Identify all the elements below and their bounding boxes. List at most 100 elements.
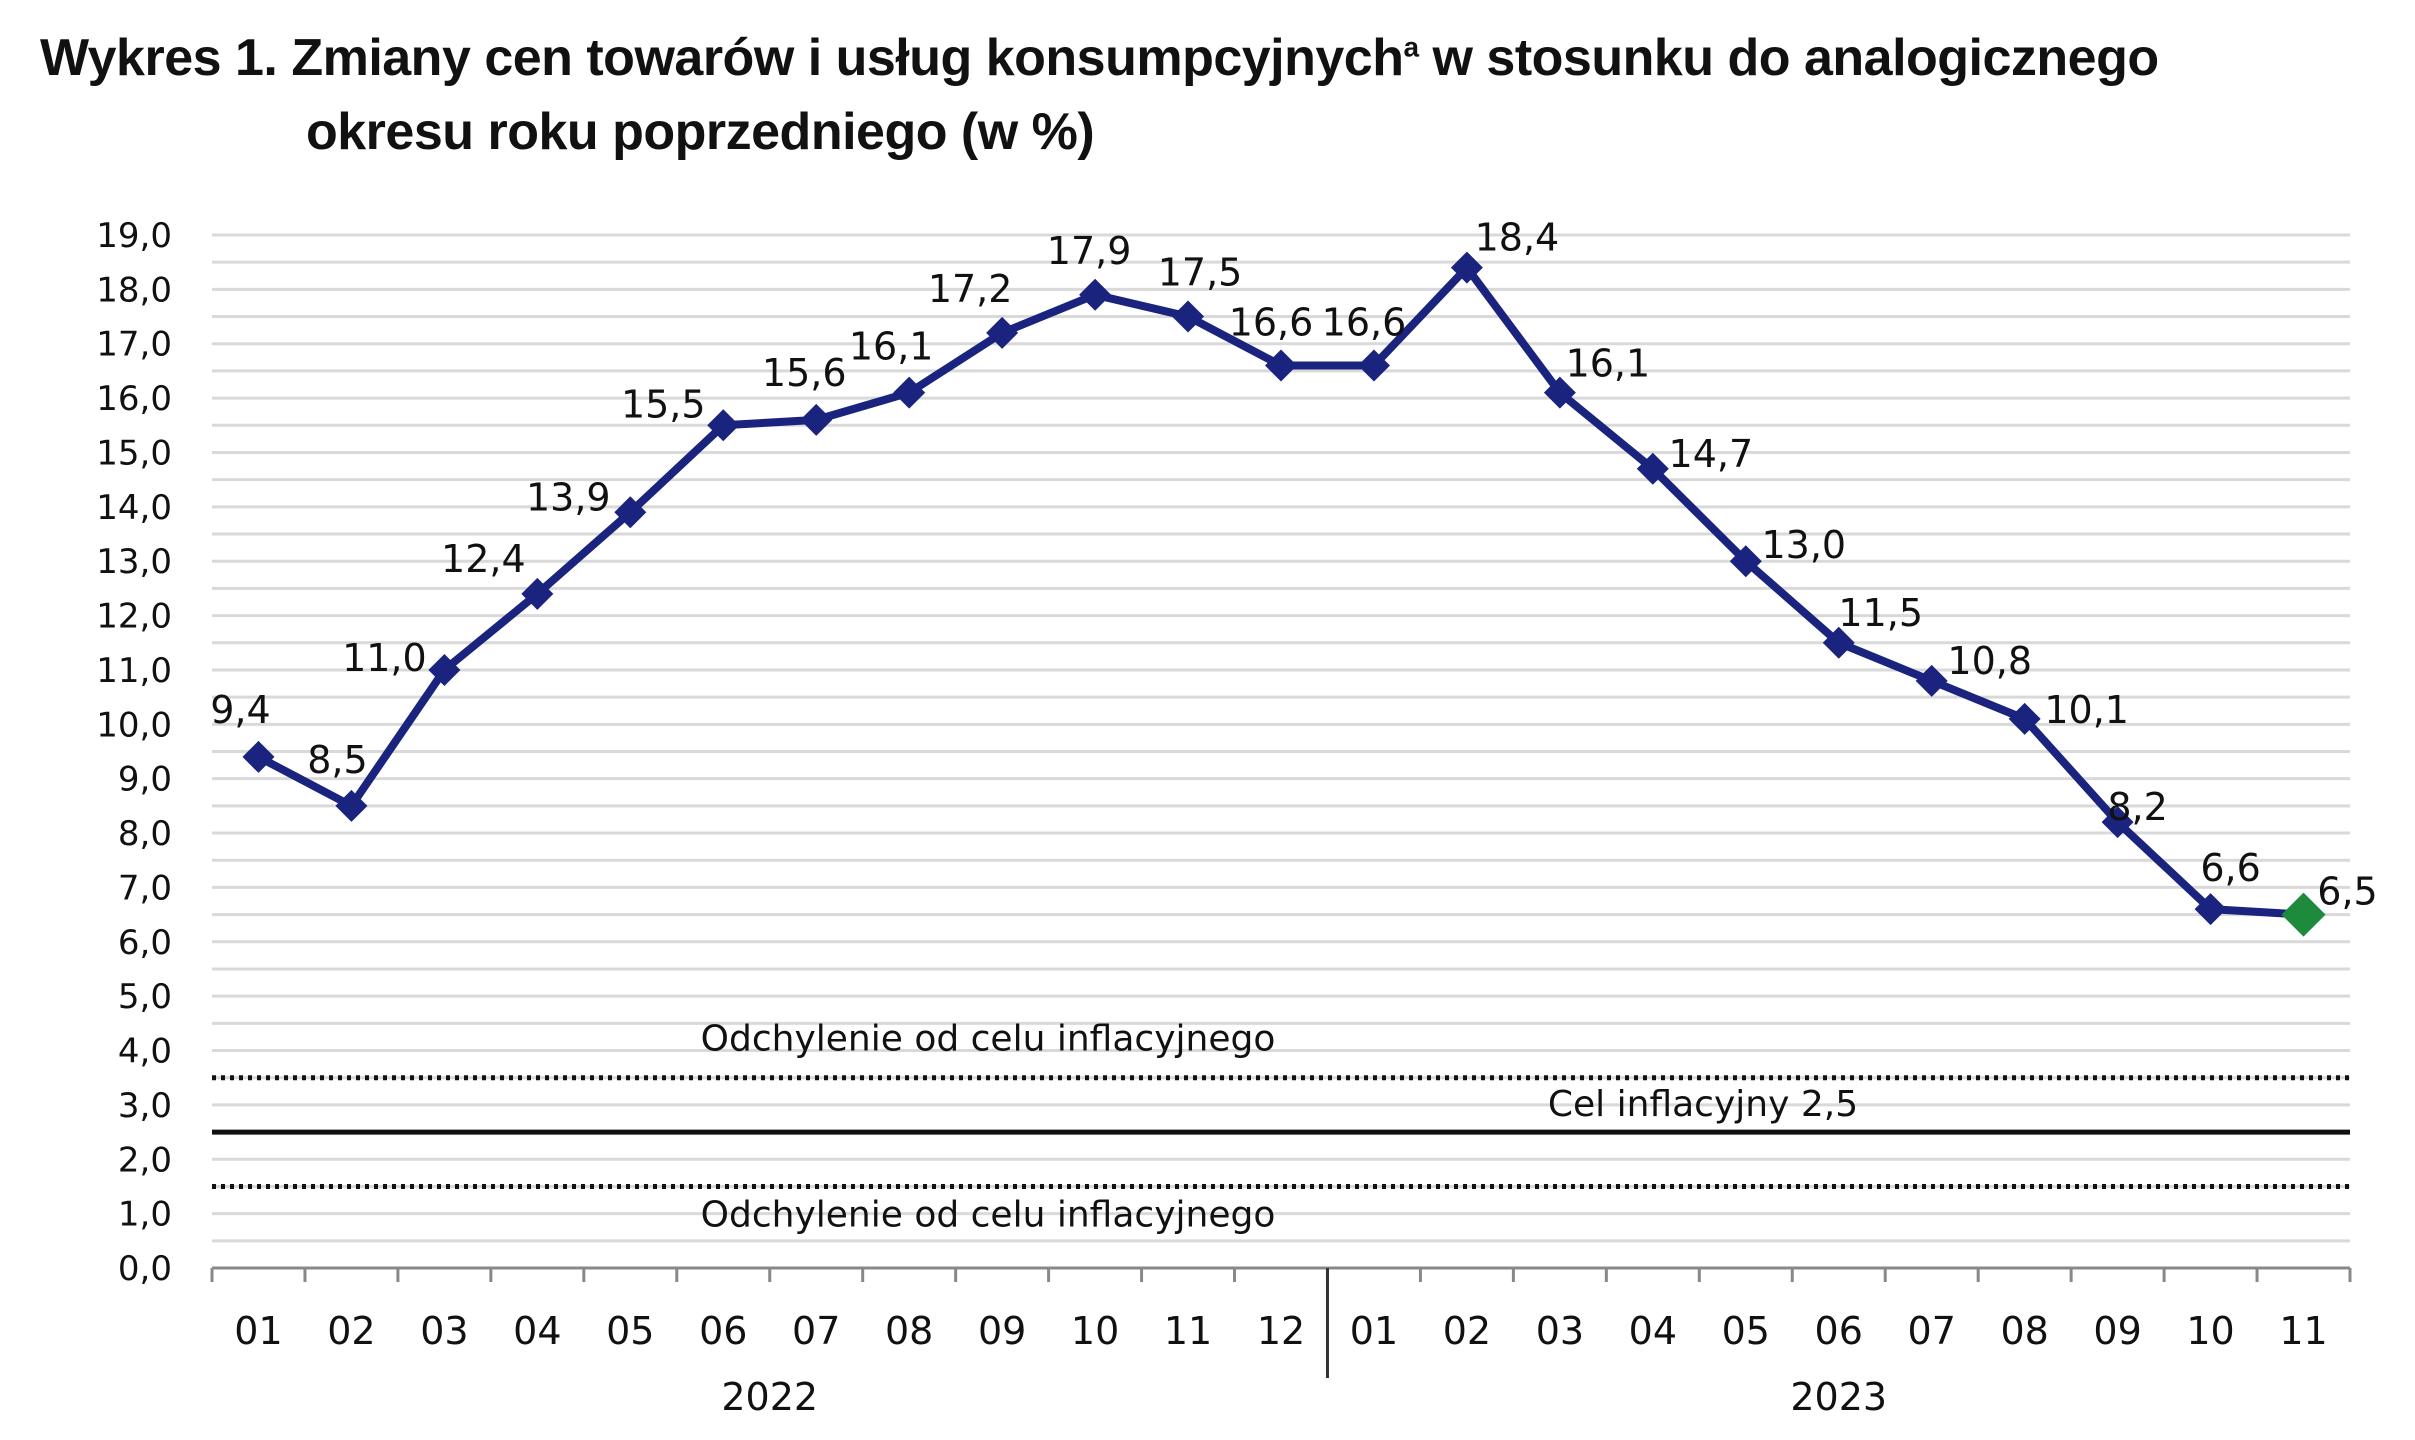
x-tick-label: 10 [2186,1309,2234,1353]
x-tick-label: 08 [885,1309,933,1353]
x-tick-label: 09 [978,1309,1026,1353]
x-tick-label: 03 [1536,1309,1584,1353]
data-label: 16,1 [849,325,934,369]
data-label: 18,4 [1475,216,1560,260]
x-tick-label: 11 [2279,1309,2327,1353]
x-tick-label: 05 [606,1309,654,1353]
data-point-marker [2101,806,2134,839]
data-point-marker [893,376,926,409]
y-tick-label: 14,0 [96,488,172,528]
x-tick-label: 12 [1257,1309,1305,1353]
x-tick-label: 09 [2093,1309,2141,1353]
data-label: 16,6 [1322,300,1407,344]
x-tick-label: 06 [1815,1309,1863,1353]
y-tick-label: 17,0 [96,325,172,365]
data-label: 17,5 [1158,251,1243,295]
y-tick-label: 2,0 [118,1140,172,1180]
chart-title-line1: Wykres 1. Zmiany cen towarów i usług kon… [40,28,2159,88]
data-label: 8,5 [307,738,367,782]
data-label: 12,4 [441,537,526,581]
data-label: 16,1 [1566,342,1651,386]
y-tick-label: 0,0 [118,1249,172,1289]
x-tick-label: 02 [1443,1309,1491,1353]
data-point-marker [1172,300,1205,333]
data-point-marker [1915,664,1948,697]
x-tick-label: 04 [513,1309,561,1353]
year-label: 2022 [721,1375,818,1419]
data-label: 10,1 [2044,688,2129,732]
data-point-marker [2008,702,2041,735]
x-tick-label: 07 [792,1309,840,1353]
data-point-marker [2194,893,2227,926]
data-point-marker [1729,545,1762,578]
x-tick-label: 04 [1629,1309,1677,1353]
x-tick-label: 01 [1350,1309,1398,1353]
y-tick-label: 1,0 [118,1195,172,1235]
data-point-marker [986,316,1019,349]
data-point-marker [521,577,554,610]
data-point-marker [1450,251,1483,284]
data-point-marker [1822,626,1855,659]
data-label: 17,9 [1047,229,1132,273]
title-footnote-mark: a [1403,31,1420,63]
y-tick-label: 15,0 [96,433,172,473]
y-tick-label: 10,0 [96,705,172,745]
data-point-marker [1636,452,1669,485]
y-tick-label: 4,0 [118,1032,172,1072]
reference-line-label: Cel inflacyjny 2,5 [1548,1084,1858,1125]
chart-title-line2: okresu roku poprzedniego (w %) [306,103,1095,161]
data-label: 8,2 [2107,785,2167,829]
y-tick-label: 13,0 [96,542,172,582]
data-point-marker [2281,892,2326,937]
data-point-marker [800,403,833,436]
data-label: 15,5 [621,382,706,426]
x-tick-label: 11 [1164,1309,1212,1353]
y-tick-label: 7,0 [118,868,172,908]
x-tick-label: 06 [699,1309,747,1353]
year-label: 2023 [1790,1375,1887,1419]
data-label: 13,0 [1761,523,1846,567]
data-point-marker [707,409,740,442]
y-tick-label: 18,0 [96,270,172,310]
data-label: 17,2 [928,267,1013,311]
x-tick-label: 08 [2000,1309,2048,1353]
x-tick-label: 10 [1071,1309,1119,1353]
data-label: 13,9 [526,475,611,519]
data-label: 9,4 [210,688,270,732]
data-label: 6,5 [2317,870,2377,914]
x-tick-label: 01 [234,1309,282,1353]
x-tick-label: 07 [1908,1309,1956,1353]
reference-line-label: Odchylenie od celu inflacyjnego [701,1194,1276,1235]
data-label: 15,6 [762,351,847,395]
data-label: 14,7 [1669,432,1754,476]
y-tick-label: 8,0 [118,814,172,854]
reference-line-label: Odchylenie od celu inflacyjnego [701,1019,1276,1060]
x-tick-label: 05 [1722,1309,1770,1353]
data-label: 11,5 [1838,591,1923,635]
y-tick-label: 19,0 [96,216,172,256]
y-tick-label: 6,0 [118,923,172,963]
data-label: 11,0 [342,636,427,680]
data-point-marker [1265,349,1297,382]
data-point-marker [242,740,275,773]
data-point-marker [1079,278,1112,311]
y-tick-label: 3,0 [118,1086,172,1126]
title-end: w stosunku do analogicznego [1418,29,2160,87]
y-tick-label: 5,0 [118,977,172,1017]
y-tick-label: 12,0 [96,597,172,637]
y-tick-label: 11,0 [96,651,172,691]
title-main: Wykres 1. Zmiany cen towarów i usług kon… [40,29,1404,87]
data-label: 10,8 [1947,639,2032,683]
x-tick-label: 02 [327,1309,375,1353]
data-point-marker [614,496,647,529]
y-tick-label: 16,0 [96,379,172,419]
data-label: 16,6 [1229,300,1314,344]
data-point-marker [1543,376,1576,409]
x-tick-label: 03 [420,1309,468,1353]
data-point-marker [428,653,461,686]
data-point-marker [335,789,368,822]
y-tick-label: 9,0 [118,760,172,800]
data-point-marker [1357,349,1390,382]
data-label: 6,6 [2200,846,2260,890]
